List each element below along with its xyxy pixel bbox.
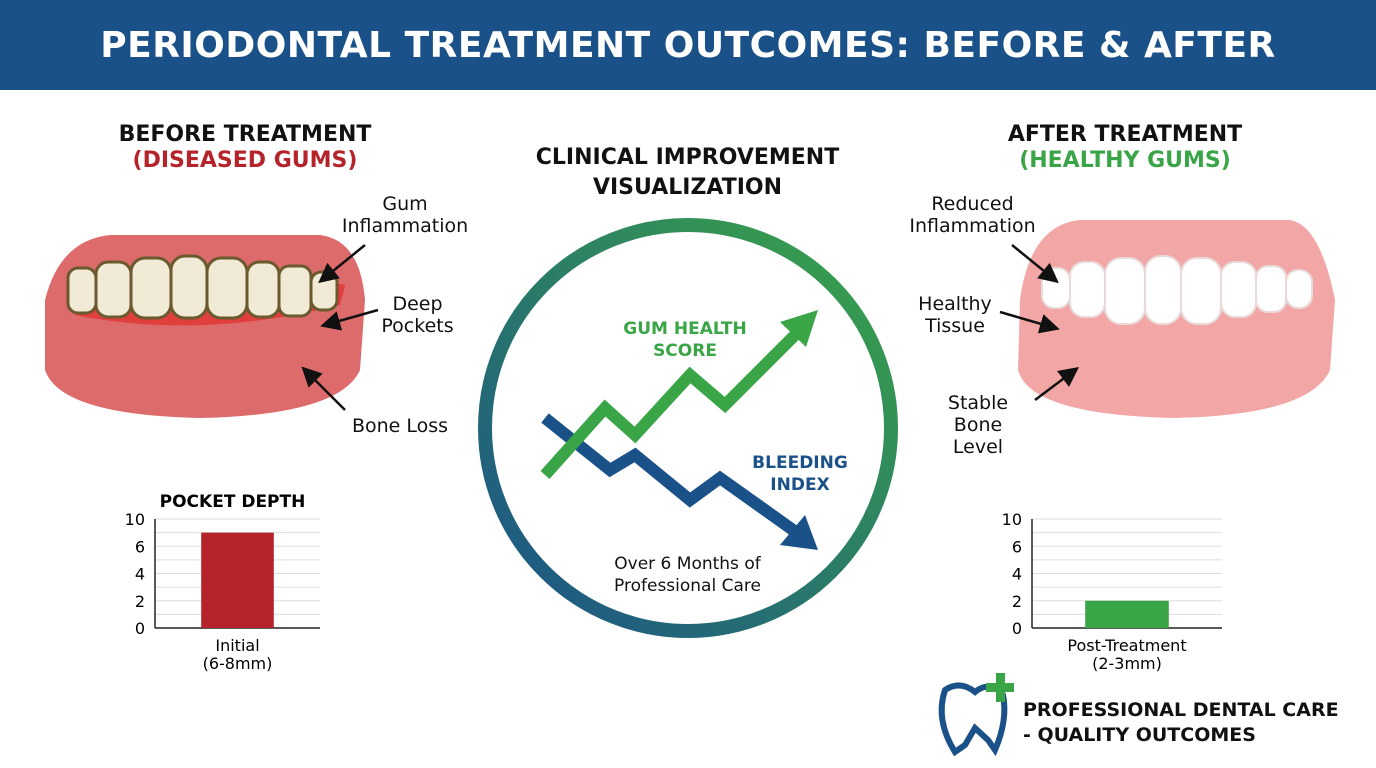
gum-health-trend-arrow	[540, 325, 805, 480]
pocket-depth-before-chart: 0 2 4 6 10 Initial(6-8mm) POCKET DEPTH	[125, 492, 320, 673]
improvement-ring	[478, 218, 898, 638]
y-tick-label: 4	[1012, 565, 1022, 584]
x-category-label: (2-3mm)	[1092, 654, 1162, 673]
after-subheading: (HEALTHY GUMS)	[1019, 148, 1231, 173]
period-caption: Over 6 Months of Professional Care	[614, 554, 761, 596]
chart-title: POCKET DEPTH	[160, 492, 306, 512]
logo-text: PROFESSIONAL DENTAL CARE - QUALITY OUTCOM…	[1023, 699, 1339, 746]
label-reduced-inflammation: Reduced Inflammation	[909, 193, 1036, 237]
y-tick-label: 2	[1012, 592, 1022, 611]
y-tick-label: 10	[125, 510, 145, 529]
x-category-label: Post-Treatment	[1067, 636, 1186, 655]
callout-arrows	[301, 244, 1079, 411]
dental-logo-icon	[938, 673, 1014, 757]
gum-health-label: GUM HEALTH SCORE	[623, 319, 747, 361]
x-category-label: Initial	[215, 636, 259, 655]
healthy-gums-illustration	[1018, 220, 1335, 418]
bleeding-index-label: BLEEDING INDEX	[752, 453, 848, 495]
y-tick-label: 6	[135, 537, 145, 556]
y-tick-label: 4	[135, 565, 145, 584]
label-deep-pockets: Deep Pockets	[381, 293, 454, 337]
page-title: PERIODONTAL TREATMENT OUTCOMES: BEFORE &…	[0, 0, 1376, 90]
label-healthy-tissue: Healthy Tissue	[918, 293, 992, 337]
y-tick-label: 0	[1012, 619, 1022, 638]
y-tick-label: 10	[1002, 510, 1022, 529]
bar	[201, 532, 274, 628]
bar	[1085, 600, 1169, 628]
label-stable-bone-level: Stable Bone Level	[947, 392, 1009, 458]
center-heading-2: VISUALIZATION	[592, 175, 783, 200]
label-gum-inflammation: Gum Inflammation	[341, 193, 469, 237]
x-category-label: (6-8mm)	[203, 654, 273, 673]
after-heading: AFTER TREATMENT	[1007, 122, 1243, 147]
bleeding-index-trend-arrow	[541, 413, 804, 540]
y-tick-label: 0	[135, 619, 145, 638]
pocket-depth-after-chart: 0 2 4 6 10 Post-Treatment(2-3mm)	[1002, 510, 1222, 673]
label-bone-loss: Bone Loss	[351, 415, 449, 437]
y-tick-label: 6	[1012, 537, 1022, 556]
diseased-gums-illustration	[45, 235, 365, 418]
before-heading: BEFORE TREATMENT	[118, 122, 372, 147]
y-tick-label: 2	[135, 592, 145, 611]
before-subheading: (DISEASED GUMS)	[132, 148, 358, 173]
center-heading-1: CLINICAL IMPROVEMENT	[535, 145, 840, 170]
